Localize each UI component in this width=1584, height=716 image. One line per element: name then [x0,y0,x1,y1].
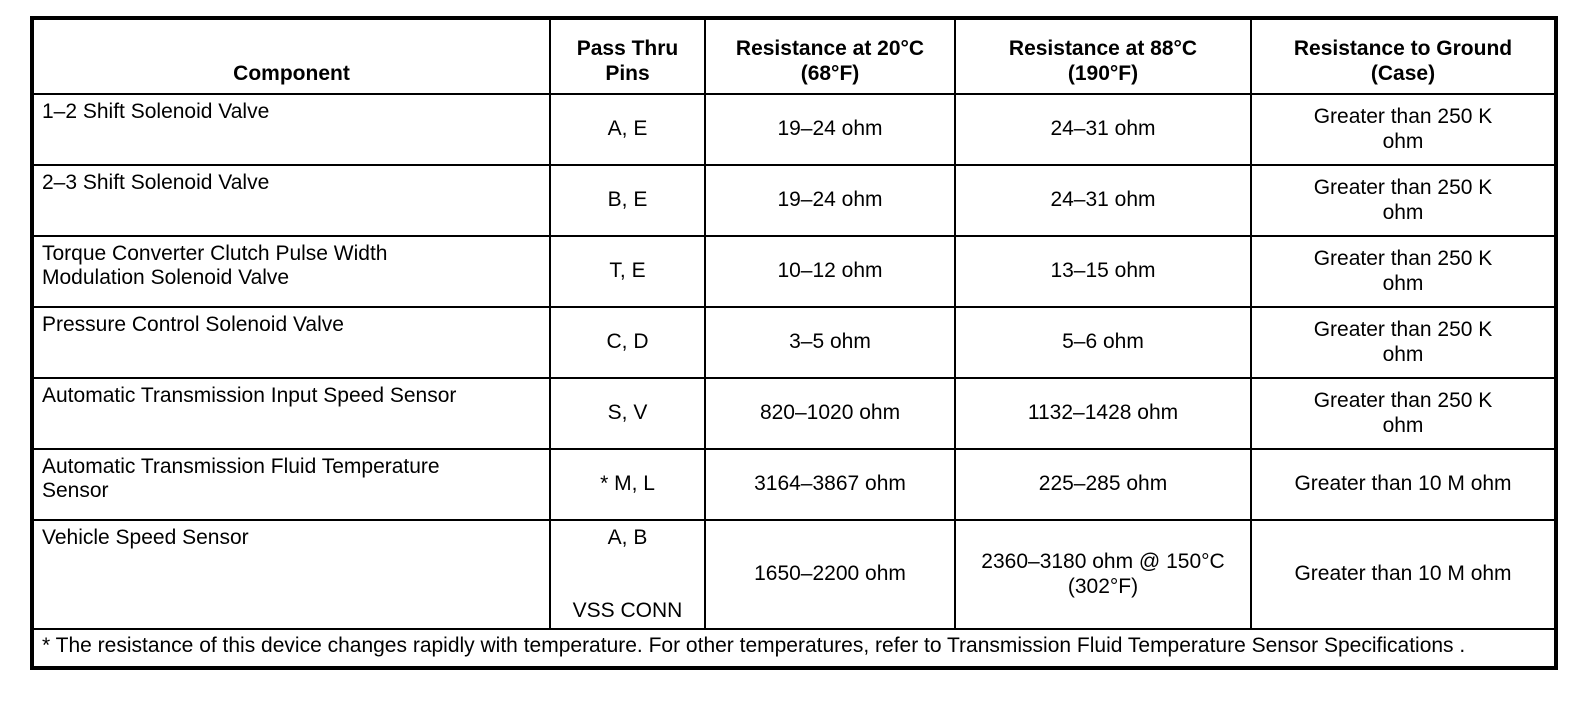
component-cell: Pressure Control Solenoid Valve [31,306,551,379]
resistance-specs-table: Component Pass Thru Pins Resistance at 2… [30,16,1558,671]
header-component: Component [31,17,551,95]
table-row: Automatic Transmission Fluid Temperature… [31,448,1557,521]
pins-cell: C, D [549,306,706,379]
resistance-88c-cell: 225–285 ohm [954,448,1252,521]
component-cell: Automatic Transmission Fluid Temperature… [31,448,551,521]
resistance-88c-cell: 2360–3180 ohm @ 150°C (302°F) [954,519,1252,630]
component-cell: Vehicle Speed Sensor [31,519,551,630]
resistance-20c-cell: 19–24 ohm [704,93,956,166]
component-cell: 2–3 Shift Solenoid Valve [31,164,551,237]
header-resistance-ground: Resistance to Ground (Case) [1250,17,1557,95]
pins-cell: S, V [549,377,706,450]
resistance-20c-cell: 19–24 ohm [704,164,956,237]
component-cell: 1–2 Shift Solenoid Valve [31,93,551,166]
table-row: 1–2 Shift Solenoid Valve A, E 19–24 ohm … [31,93,1557,166]
component-cell: Torque Converter Clutch Pulse Width Modu… [31,235,551,308]
footnote-text: * The resistance of this device changes … [31,627,1557,670]
resistance-ground-cell: Greater than 250 K ohm [1250,377,1557,450]
pins-cell: A, E [549,93,706,166]
resistance-ground-cell: Greater than 10 M ohm [1250,519,1557,630]
table-row: Automatic Transmission Input Speed Senso… [31,377,1557,450]
resistance-20c-cell: 3164–3867 ohm [704,448,956,521]
resistance-88c-cell: 13–15 ohm [954,235,1252,308]
resistance-ground-cell: Greater than 250 K ohm [1250,164,1557,237]
pins-cell: * M, L [549,448,706,521]
resistance-20c-cell: 10–12 ohm [704,235,956,308]
pins-cell: T, E [549,235,706,308]
pins-cell: A, B VSS CONN [549,519,706,630]
component-cell: Automatic Transmission Input Speed Senso… [31,377,551,450]
resistance-88c-cell: 24–31 ohm [954,164,1252,237]
header-row: Component Pass Thru Pins Resistance at 2… [31,17,1557,95]
resistance-88c-cell: 1132–1428 ohm [954,377,1252,450]
resistance-88c-cell: 24–31 ohm [954,93,1252,166]
resistance-88c-cell: 5–6 ohm [954,306,1252,379]
resistance-ground-cell: Greater than 250 K ohm [1250,93,1557,166]
resistance-ground-cell: Greater than 250 K ohm [1250,235,1557,308]
header-resistance-20c: Resistance at 20°C (68°F) [704,17,956,95]
resistance-ground-cell: Greater than 10 M ohm [1250,448,1557,521]
header-resistance-88c: Resistance at 88°C (190°F) [954,17,1252,95]
table-row: 2–3 Shift Solenoid Valve B, E 19–24 ohm … [31,164,1557,237]
table-row: Torque Converter Clutch Pulse Width Modu… [31,235,1557,308]
resistance-20c-cell: 1650–2200 ohm [704,519,956,630]
table-row: Pressure Control Solenoid Valve C, D 3–5… [31,306,1557,379]
resistance-ground-cell: Greater than 250 K ohm [1250,306,1557,379]
resistance-20c-cell: 3–5 ohm [704,306,956,379]
footnote-row: * The resistance of this device changes … [31,627,1557,670]
pins-cell: B, E [549,164,706,237]
header-pass-thru-pins: Pass Thru Pins [549,17,706,95]
resistance-20c-cell: 820–1020 ohm [704,377,956,450]
table-row: Vehicle Speed Sensor A, B VSS CONN 1650–… [31,519,1557,630]
